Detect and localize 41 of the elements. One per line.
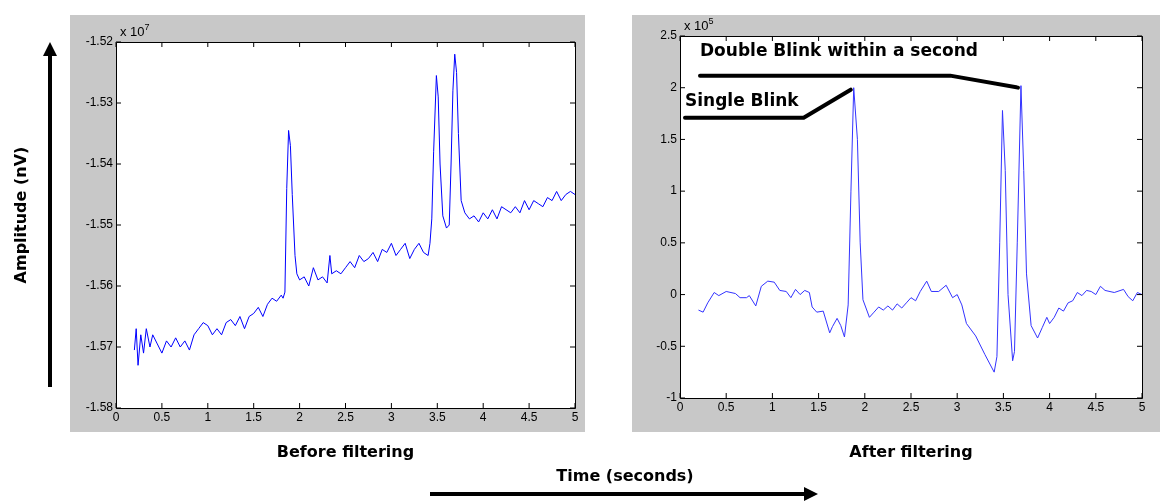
y-tick-label: 2.5 bbox=[660, 28, 678, 43]
x-tick-label: 4.5 bbox=[520, 409, 538, 424]
x-tick-label: 5 bbox=[1138, 399, 1146, 414]
text: Time (seconds) bbox=[556, 466, 694, 485]
y-tick-label: -1.54 bbox=[85, 156, 114, 171]
x-tick-label: 1.5 bbox=[810, 399, 828, 414]
x-tick-label: 2.5 bbox=[902, 399, 920, 414]
x-tick-label: 3 bbox=[388, 409, 396, 424]
x-tick-label: 1 bbox=[204, 409, 212, 424]
y-tick-label: 0 bbox=[670, 286, 678, 301]
x-tick-label: 0.5 bbox=[717, 399, 735, 414]
y-tick-label: -1.53 bbox=[85, 95, 114, 110]
y-tick-label: -1 bbox=[666, 390, 678, 405]
x-axis-title: After filtering bbox=[849, 442, 973, 461]
x-tick-label: 4 bbox=[479, 409, 487, 424]
x-tick-label: 3.5 bbox=[995, 399, 1013, 414]
y-axis-title: Amplitude (nV) bbox=[10, 146, 30, 284]
y-tick-label: 1.5 bbox=[660, 131, 678, 146]
y-tick-label: 0.5 bbox=[660, 235, 678, 250]
x-tick-label: 4 bbox=[1046, 399, 1054, 414]
x-tick-label: 4.5 bbox=[1087, 399, 1105, 414]
x-tick-label: 2 bbox=[861, 399, 869, 414]
x-tick-label: 0.5 bbox=[153, 409, 171, 424]
y-tick-label: -1.52 bbox=[85, 34, 114, 49]
y-tick-label: 1 bbox=[670, 183, 678, 198]
y-tick-label: -1.57 bbox=[85, 339, 114, 354]
y-tick-label: -0.5 bbox=[656, 338, 678, 353]
annotation: Double Blink within a second bbox=[700, 39, 978, 60]
x-tick-label: 3 bbox=[953, 399, 961, 414]
x-tick-label: 1.5 bbox=[245, 409, 263, 424]
x-tick-label: 1 bbox=[769, 399, 777, 414]
y-tick-label: -1.58 bbox=[85, 400, 114, 415]
x-tick-label: 2 bbox=[296, 409, 304, 424]
y-tick-label: 2 bbox=[670, 80, 678, 95]
y-tick-label: -1.55 bbox=[85, 217, 114, 232]
x-tick-label: 5 bbox=[571, 409, 579, 424]
x-axis-title: Before filtering bbox=[276, 442, 415, 461]
y-tick-label: -1.56 bbox=[85, 278, 114, 293]
x-tick-label: 2.5 bbox=[337, 409, 355, 424]
annotation: Single Blink bbox=[685, 89, 800, 110]
x-tick-label: 3.5 bbox=[428, 409, 446, 424]
